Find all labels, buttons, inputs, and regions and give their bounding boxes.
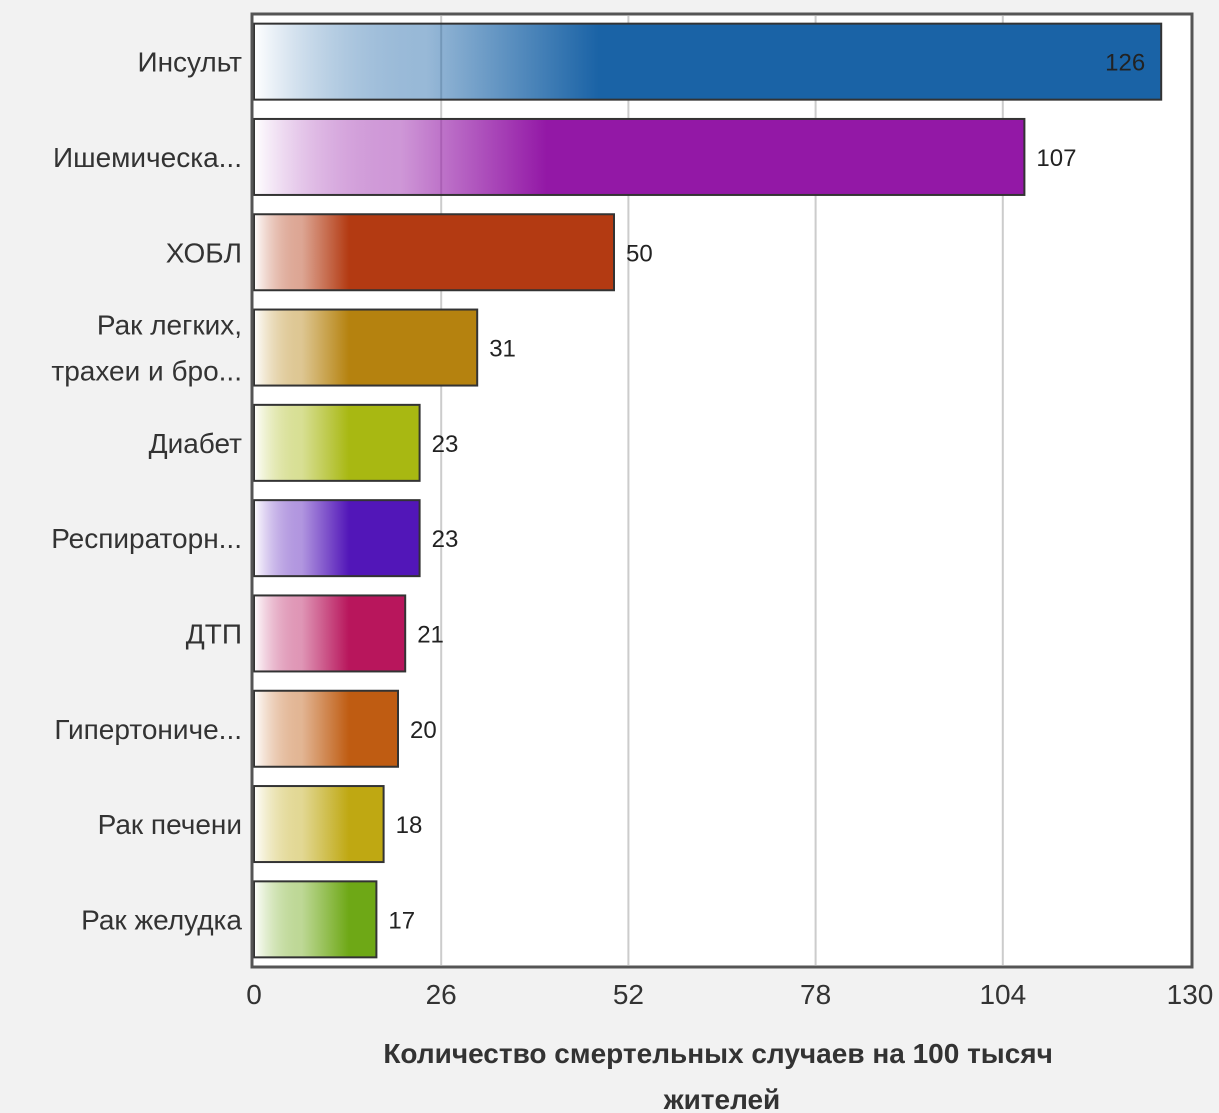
x-axis-ticks: 0 26 52 78 104 130 — [246, 979, 1213, 1010]
bar-value-label: 17 — [388, 907, 415, 934]
x-tick-label: 52 — [613, 979, 644, 1010]
bar — [253, 689, 399, 768]
bar-value-label: 18 — [396, 812, 423, 839]
category-label-line: Рак легких, — [97, 310, 242, 341]
category-label: Рак печени — [98, 809, 242, 840]
category-label: ХОБЛ — [166, 237, 242, 268]
bar-value-label: 23 — [432, 526, 459, 553]
category-label-line: Рак желудка — [81, 904, 242, 935]
bar-value-label: 107 — [1036, 145, 1076, 172]
x-tick-label: 130 — [1167, 979, 1214, 1010]
category-label: Диабет — [149, 428, 243, 459]
value-labels: 126 107 50 31 23 23 21 20 18 17 — [388, 50, 1145, 935]
bar — [253, 308, 479, 387]
bar — [253, 403, 421, 482]
bar-value-label: 50 — [626, 240, 653, 267]
category-label-line: Гипертониче... — [54, 714, 242, 745]
category-label-line: Инсульт — [137, 47, 242, 78]
bar — [253, 213, 615, 292]
bar — [253, 22, 1163, 101]
bar — [253, 117, 1026, 196]
category-label: Инсульт — [137, 47, 242, 78]
bar — [253, 499, 421, 578]
category-label: Респираторн... — [51, 523, 242, 554]
bar-value-label: 31 — [489, 336, 516, 363]
bar — [253, 594, 407, 673]
bar — [253, 880, 378, 959]
x-tick-label: 78 — [800, 979, 831, 1010]
category-labels: Инсульт Ишемическа... ХОБЛ Рак легких, трахе… — [51, 47, 242, 936]
category-label-line: Диабет — [149, 428, 243, 459]
category-label-line: трахеи и бро... — [51, 356, 242, 387]
bar-value-label: 23 — [432, 431, 459, 458]
x-tick-label: 104 — [979, 979, 1026, 1010]
x-tick-label: 26 — [426, 979, 457, 1010]
category-label: ДТП — [186, 618, 242, 649]
category-label-line: Рак печени — [98, 809, 242, 840]
category-label-line: Респираторн... — [51, 523, 242, 554]
bar-value-label: 20 — [410, 717, 437, 744]
x-axis-title-line-2: жителей — [663, 1084, 781, 1113]
plot-frame — [250, 12, 1194, 969]
category-label: Гипертониче... — [54, 714, 242, 745]
x-tick-label: 0 — [246, 979, 262, 1010]
category-label: Ишемическа... — [53, 142, 242, 173]
bars — [253, 22, 1163, 959]
category-label: Рак легких, трахеи и бро... — [51, 310, 242, 387]
bar — [253, 785, 385, 864]
category-label: Рак желудка — [81, 904, 242, 935]
x-axis-title: Количество смертельных случаев на 100 ты… — [383, 1038, 1060, 1113]
category-label-line: ХОБЛ — [166, 237, 242, 268]
bar-value-label: 126 — [1105, 50, 1145, 77]
category-label-line: Ишемическа... — [53, 142, 242, 173]
category-label-line: ДТП — [186, 618, 242, 649]
x-axis-title-line-1: Количество смертельных случаев на 100 ты… — [383, 1038, 1053, 1069]
bar-value-label: 21 — [417, 621, 444, 648]
